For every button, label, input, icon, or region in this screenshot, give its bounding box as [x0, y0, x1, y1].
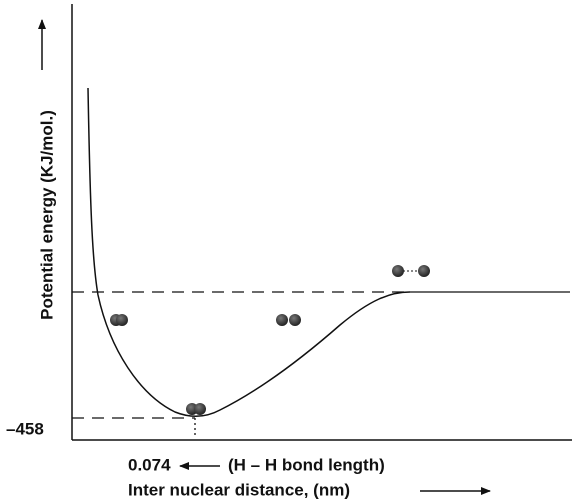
atoms-overlap: [110, 314, 128, 326]
y-axis-label: Potential energy (KJ/mol.): [37, 110, 56, 320]
bond-length-label: (H – H bond length): [228, 455, 385, 474]
bond-length-value: 0.074: [128, 455, 171, 474]
x-axis-label: Inter nuclear distance, (nm): [128, 480, 350, 499]
min-energy-label: –458: [6, 419, 44, 438]
atoms-apart: [392, 265, 430, 277]
atoms-bonded: [186, 403, 206, 415]
energy-curve: [87, 87, 411, 417]
atoms-near: [276, 314, 301, 326]
